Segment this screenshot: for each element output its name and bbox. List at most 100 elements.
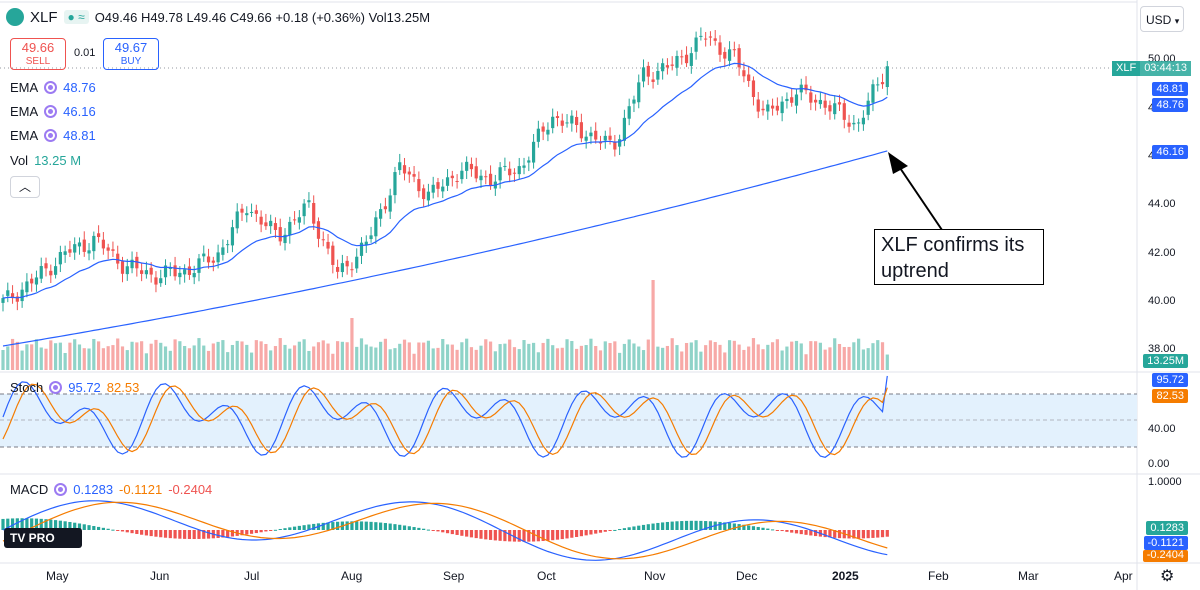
candle-body xyxy=(321,239,325,241)
symbol-logo-icon xyxy=(6,8,24,26)
macd-hist-bar xyxy=(885,530,889,537)
legend-stoch[interactable]: Stoch 95.72 82.53 xyxy=(10,380,139,395)
volume-bar xyxy=(278,338,282,370)
volume-bar xyxy=(551,345,555,370)
volume-bar xyxy=(130,341,134,370)
candle-body xyxy=(283,234,287,244)
candle-body xyxy=(331,245,335,265)
volume-bar xyxy=(594,346,598,370)
symbol-header[interactable]: XLF ● ≈ O49.46 H49.78 L49.46 C49.66 +0.1… xyxy=(6,8,430,26)
volume-bar xyxy=(770,342,775,370)
candle-body xyxy=(326,241,330,249)
volume-bar xyxy=(517,349,521,370)
currency-selector[interactable]: USD ▾ xyxy=(1140,6,1184,32)
candle-body xyxy=(723,51,727,59)
volume-bar xyxy=(785,346,789,370)
volume-bar xyxy=(651,280,655,370)
macd-line xyxy=(2,500,888,561)
ema-3-name: EMA xyxy=(10,128,39,143)
legend-ema-3[interactable]: EMA 48.81 xyxy=(10,128,96,143)
volume-bar xyxy=(680,351,684,370)
chevron-down-icon: ▾ xyxy=(1174,16,1180,26)
volume-bar xyxy=(135,342,139,370)
macd-hist-bar xyxy=(140,530,144,535)
volume-bar xyxy=(809,341,813,370)
volume-bar xyxy=(694,340,698,370)
macd-hist-bar xyxy=(575,530,579,537)
tradingview-logo[interactable]: TV PRO xyxy=(4,528,82,548)
settings-gear-icon[interactable]: ⚙ xyxy=(1160,568,1175,585)
volume-bar xyxy=(469,347,474,370)
volume-bar xyxy=(77,344,82,370)
collapse-legend-button[interactable]: ︿ xyxy=(10,176,40,198)
macd-label-1: 1.0000 xyxy=(1148,476,1182,488)
macd-hist-bar xyxy=(321,522,325,530)
volume-bar xyxy=(751,338,756,370)
macd-hist-bar xyxy=(68,521,72,530)
candle-body xyxy=(235,211,239,229)
candle-body xyxy=(135,256,139,269)
candle-body xyxy=(168,267,172,269)
macd-hist-bar xyxy=(39,518,43,530)
macd-hist-bar xyxy=(680,521,684,530)
macd-hist-bar xyxy=(159,530,163,538)
candle-body xyxy=(15,296,19,302)
ema-2-value: 46.16 xyxy=(63,104,96,119)
macd-hist-bar xyxy=(866,530,870,539)
candle-body xyxy=(120,261,125,274)
candle-body xyxy=(756,99,760,112)
legend-volume[interactable]: Vol 13.25 M xyxy=(10,153,81,168)
volume-bar xyxy=(292,345,297,370)
candle-body xyxy=(259,216,263,225)
candle-body xyxy=(364,241,368,246)
candle-body xyxy=(97,233,101,238)
annotation-box[interactable]: XLF confirms its uptrend xyxy=(874,229,1044,285)
macd-hist-bar xyxy=(15,518,19,530)
volume-bar xyxy=(39,347,43,370)
macd-hist-bar xyxy=(756,526,760,530)
macd-hist-bar xyxy=(106,528,110,530)
candle-body xyxy=(379,209,383,219)
candle-body xyxy=(670,64,674,66)
legend-ema-1[interactable]: EMA 48.76 xyxy=(10,80,96,95)
refresh-icon[interactable] xyxy=(49,381,63,394)
candle-body xyxy=(775,105,779,111)
volume-bar xyxy=(503,343,507,370)
candle-body xyxy=(149,267,153,275)
macd-hist-bar xyxy=(355,521,359,530)
refresh-icon[interactable] xyxy=(54,483,68,496)
candle-body xyxy=(699,35,703,37)
volume-bar xyxy=(880,342,885,370)
sell-button[interactable]: 49.66 SELL xyxy=(10,38,66,70)
macd-hist-bar xyxy=(622,528,626,530)
candle-body xyxy=(804,84,808,91)
macd-hist-bar xyxy=(187,530,192,539)
candle-body xyxy=(25,281,29,293)
legend-macd[interactable]: MACD 0.1283 -0.1121 -0.2404 xyxy=(10,482,212,497)
refresh-icon[interactable] xyxy=(44,81,58,94)
macd-hist-bar xyxy=(144,530,148,536)
symbol-name[interactable]: XLF xyxy=(30,8,58,26)
price-label-42: 42.00 xyxy=(1148,247,1176,259)
candle-body xyxy=(369,235,373,240)
refresh-icon[interactable] xyxy=(44,105,58,118)
candle-body xyxy=(704,38,708,40)
legend-ema-2[interactable]: EMA 46.16 xyxy=(10,104,96,119)
candle-body xyxy=(613,142,617,150)
volume-bar xyxy=(837,343,842,370)
visibility-toggle-icon[interactable]: ● ≈ xyxy=(63,10,89,24)
macd-hist-bar xyxy=(312,523,316,530)
candle-body xyxy=(422,188,426,200)
refresh-icon[interactable] xyxy=(44,129,58,142)
candle-body xyxy=(412,174,416,177)
candle-body xyxy=(245,213,249,216)
volume-bar xyxy=(326,343,330,370)
buy-button[interactable]: 49.67 BUY xyxy=(103,38,159,70)
volume-bar xyxy=(613,341,617,370)
candle-body xyxy=(202,253,206,257)
candle-body xyxy=(727,49,732,61)
macd-hist-bar xyxy=(565,530,569,539)
candle-body xyxy=(708,36,713,38)
candle-body xyxy=(833,103,837,115)
